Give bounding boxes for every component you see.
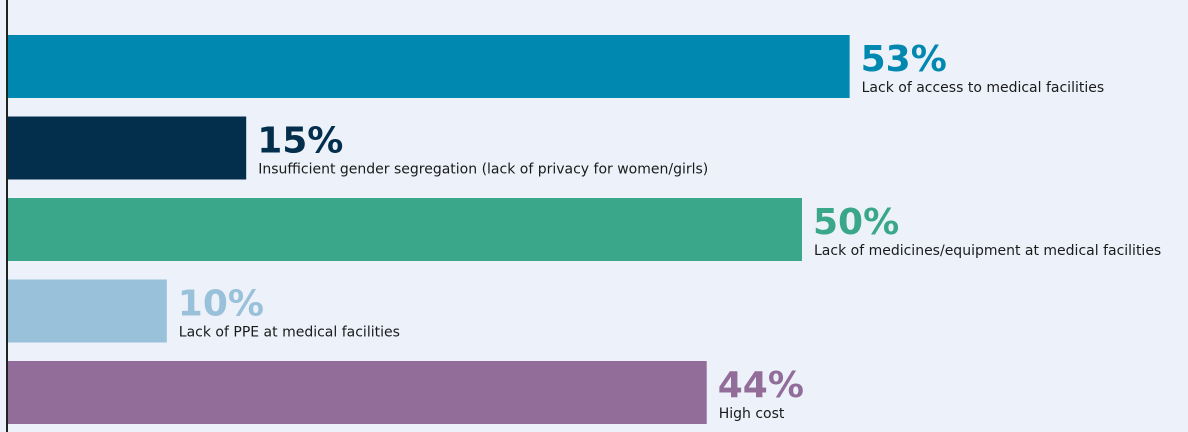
- bar: [8, 279, 167, 343]
- category-label: Insufficient gender segregation (lack of…: [258, 162, 708, 178]
- category-label: Lack of medicines/equipment at medical f…: [814, 243, 1161, 259]
- value-label: 50%: [813, 202, 899, 243]
- bar: [8, 116, 247, 180]
- category-label: Lack of PPE at medical facilities: [179, 325, 400, 341]
- bar: [8, 198, 802, 261]
- bar: [8, 35, 850, 98]
- value-label: 44%: [718, 365, 804, 406]
- bar: [8, 361, 707, 424]
- value-label: 53%: [861, 39, 947, 80]
- category-label: High cost: [719, 406, 785, 422]
- value-label: 15%: [257, 121, 343, 162]
- value-label: 10%: [178, 284, 264, 325]
- category-label: Lack of access to medical facilities: [862, 80, 1105, 96]
